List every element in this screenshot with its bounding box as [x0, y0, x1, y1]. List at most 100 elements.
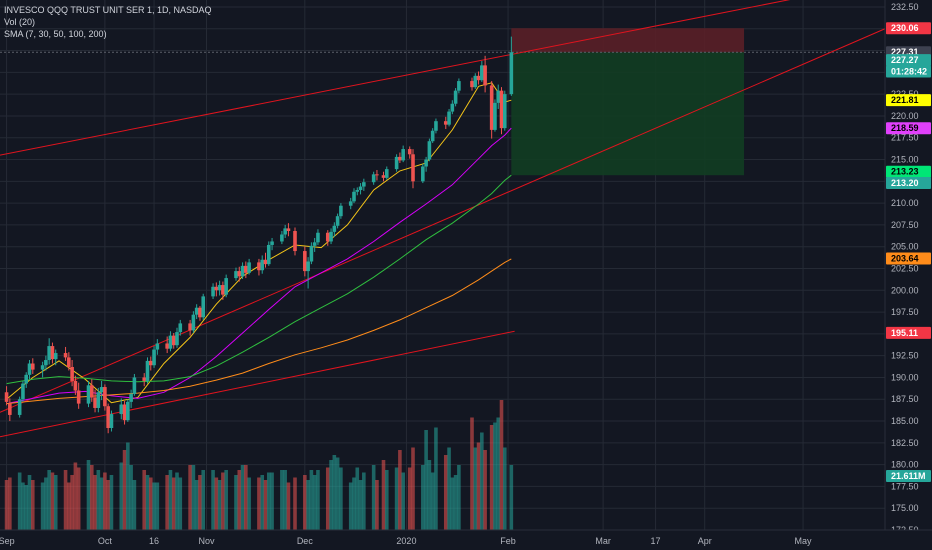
volume-bar — [224, 470, 228, 530]
volume-bar — [145, 475, 150, 530]
volume-bar — [424, 430, 428, 530]
price-axis-bg — [885, 0, 932, 550]
volume-bar — [237, 470, 242, 530]
time-tick-label: Dec — [297, 536, 314, 546]
legend-sma[interactable]: SMA (7, 30, 50, 100, 200) — [4, 29, 107, 39]
volume-bar — [394, 467, 399, 530]
time-axis-bg — [0, 530, 932, 550]
candle-body — [260, 259, 265, 271]
candle-body — [352, 191, 356, 202]
candle-body — [362, 182, 366, 187]
volume-bar — [40, 482, 45, 530]
volume-bar — [109, 475, 114, 530]
price-badge — [886, 65, 931, 78]
candle-body — [457, 81, 461, 91]
candle-body — [312, 242, 317, 246]
time-axis[interactable]: Sep Oct 16 Nov Dec 2020 Feb Mar 17 Apr May — [0, 529, 932, 550]
volume-bar — [371, 465, 376, 530]
price-tick-label: 182.50 — [891, 438, 919, 448]
candle-body — [427, 141, 432, 160]
candle-body — [375, 174, 379, 176]
trend-line — [0, 330, 515, 438]
candle-body — [8, 403, 12, 415]
volume-bar — [119, 462, 124, 530]
candle-body — [398, 156, 402, 161]
volume-bar — [470, 417, 474, 530]
time-tick-label: 17 — [651, 536, 661, 546]
price-tick-label: 187.50 — [891, 394, 919, 404]
candle-body — [132, 377, 137, 395]
price-badge — [886, 165, 931, 178]
candle-body — [394, 156, 399, 170]
volume-bar — [93, 475, 97, 530]
volume-bar — [188, 465, 192, 530]
volume-bars — [4, 400, 514, 530]
price-badge-label: 218.59 — [891, 123, 919, 133]
volume-bar — [171, 477, 176, 530]
volume-bar — [194, 480, 199, 530]
candle-body — [63, 353, 68, 358]
position-zones — [0, 28, 885, 176]
price-badge — [886, 94, 931, 107]
candle-body — [224, 278, 228, 295]
candle-body — [335, 216, 340, 226]
volume-bar — [142, 470, 147, 530]
volume-bar — [443, 455, 448, 530]
candle-body — [411, 154, 415, 182]
volume-bar — [476, 442, 481, 530]
legend-title[interactable]: INVESCO QQQ TRUST UNIT SER 1, 1D, NASDAQ — [4, 5, 212, 15]
time-tick-label: Feb — [500, 536, 516, 546]
volume-bar — [401, 472, 405, 530]
volume-bar — [70, 475, 74, 530]
volume-bar — [509, 465, 514, 530]
price-axis[interactable]: 172.50175.00177.50180.00182.50185.00187.… — [884, 0, 932, 550]
candle-body — [155, 343, 160, 350]
candle-body — [237, 271, 242, 277]
candle-body — [247, 262, 251, 273]
candle-body — [198, 307, 202, 318]
time-tick-label: 2020 — [396, 536, 416, 546]
volume-bar — [480, 432, 484, 530]
candle-body — [165, 343, 169, 349]
candle-body — [175, 332, 179, 346]
price-tick-label: 207.50 — [891, 220, 919, 230]
volume-bar — [129, 465, 133, 530]
candle-body — [502, 94, 507, 129]
candle-body — [424, 159, 428, 167]
volume-bar — [73, 462, 78, 530]
volume-bar — [211, 470, 215, 530]
volume-bar — [89, 465, 94, 530]
price-badge-label: 01:28:42 — [891, 66, 927, 76]
volume-bar — [493, 422, 497, 530]
volume-bar — [155, 482, 160, 530]
price-tick-label: 200.00 — [891, 285, 919, 295]
volume-bar — [260, 475, 265, 530]
volume-bar — [430, 472, 435, 530]
price-tick-label: 185.00 — [891, 416, 919, 426]
candle-body — [309, 245, 314, 262]
volume-bar — [106, 480, 110, 530]
candle-body — [40, 365, 45, 370]
candle-body — [371, 174, 376, 183]
trend-lines[interactable] — [0, 0, 886, 438]
volume-bar — [247, 477, 251, 530]
volume-bar — [352, 477, 356, 530]
price-tick-label: 180.00 — [891, 460, 919, 470]
volume-bar — [168, 470, 173, 530]
candle-body — [17, 399, 22, 415]
volume-bar — [63, 470, 68, 530]
candle-body — [293, 231, 297, 252]
volume-bar — [398, 450, 402, 530]
volume-bar — [457, 465, 461, 530]
time-tick-label: May — [795, 536, 813, 546]
price-tick-label: 202.50 — [891, 263, 919, 273]
candle-body — [257, 262, 261, 271]
legend-volume[interactable]: Vol (20) — [4, 17, 36, 27]
volume-bar — [244, 465, 248, 530]
price-badge — [886, 177, 931, 190]
time-tick-label: 16 — [149, 536, 159, 546]
price-badge-label: 230.06 — [891, 23, 919, 33]
volume-bar — [496, 417, 501, 530]
candle-body — [126, 401, 130, 421]
